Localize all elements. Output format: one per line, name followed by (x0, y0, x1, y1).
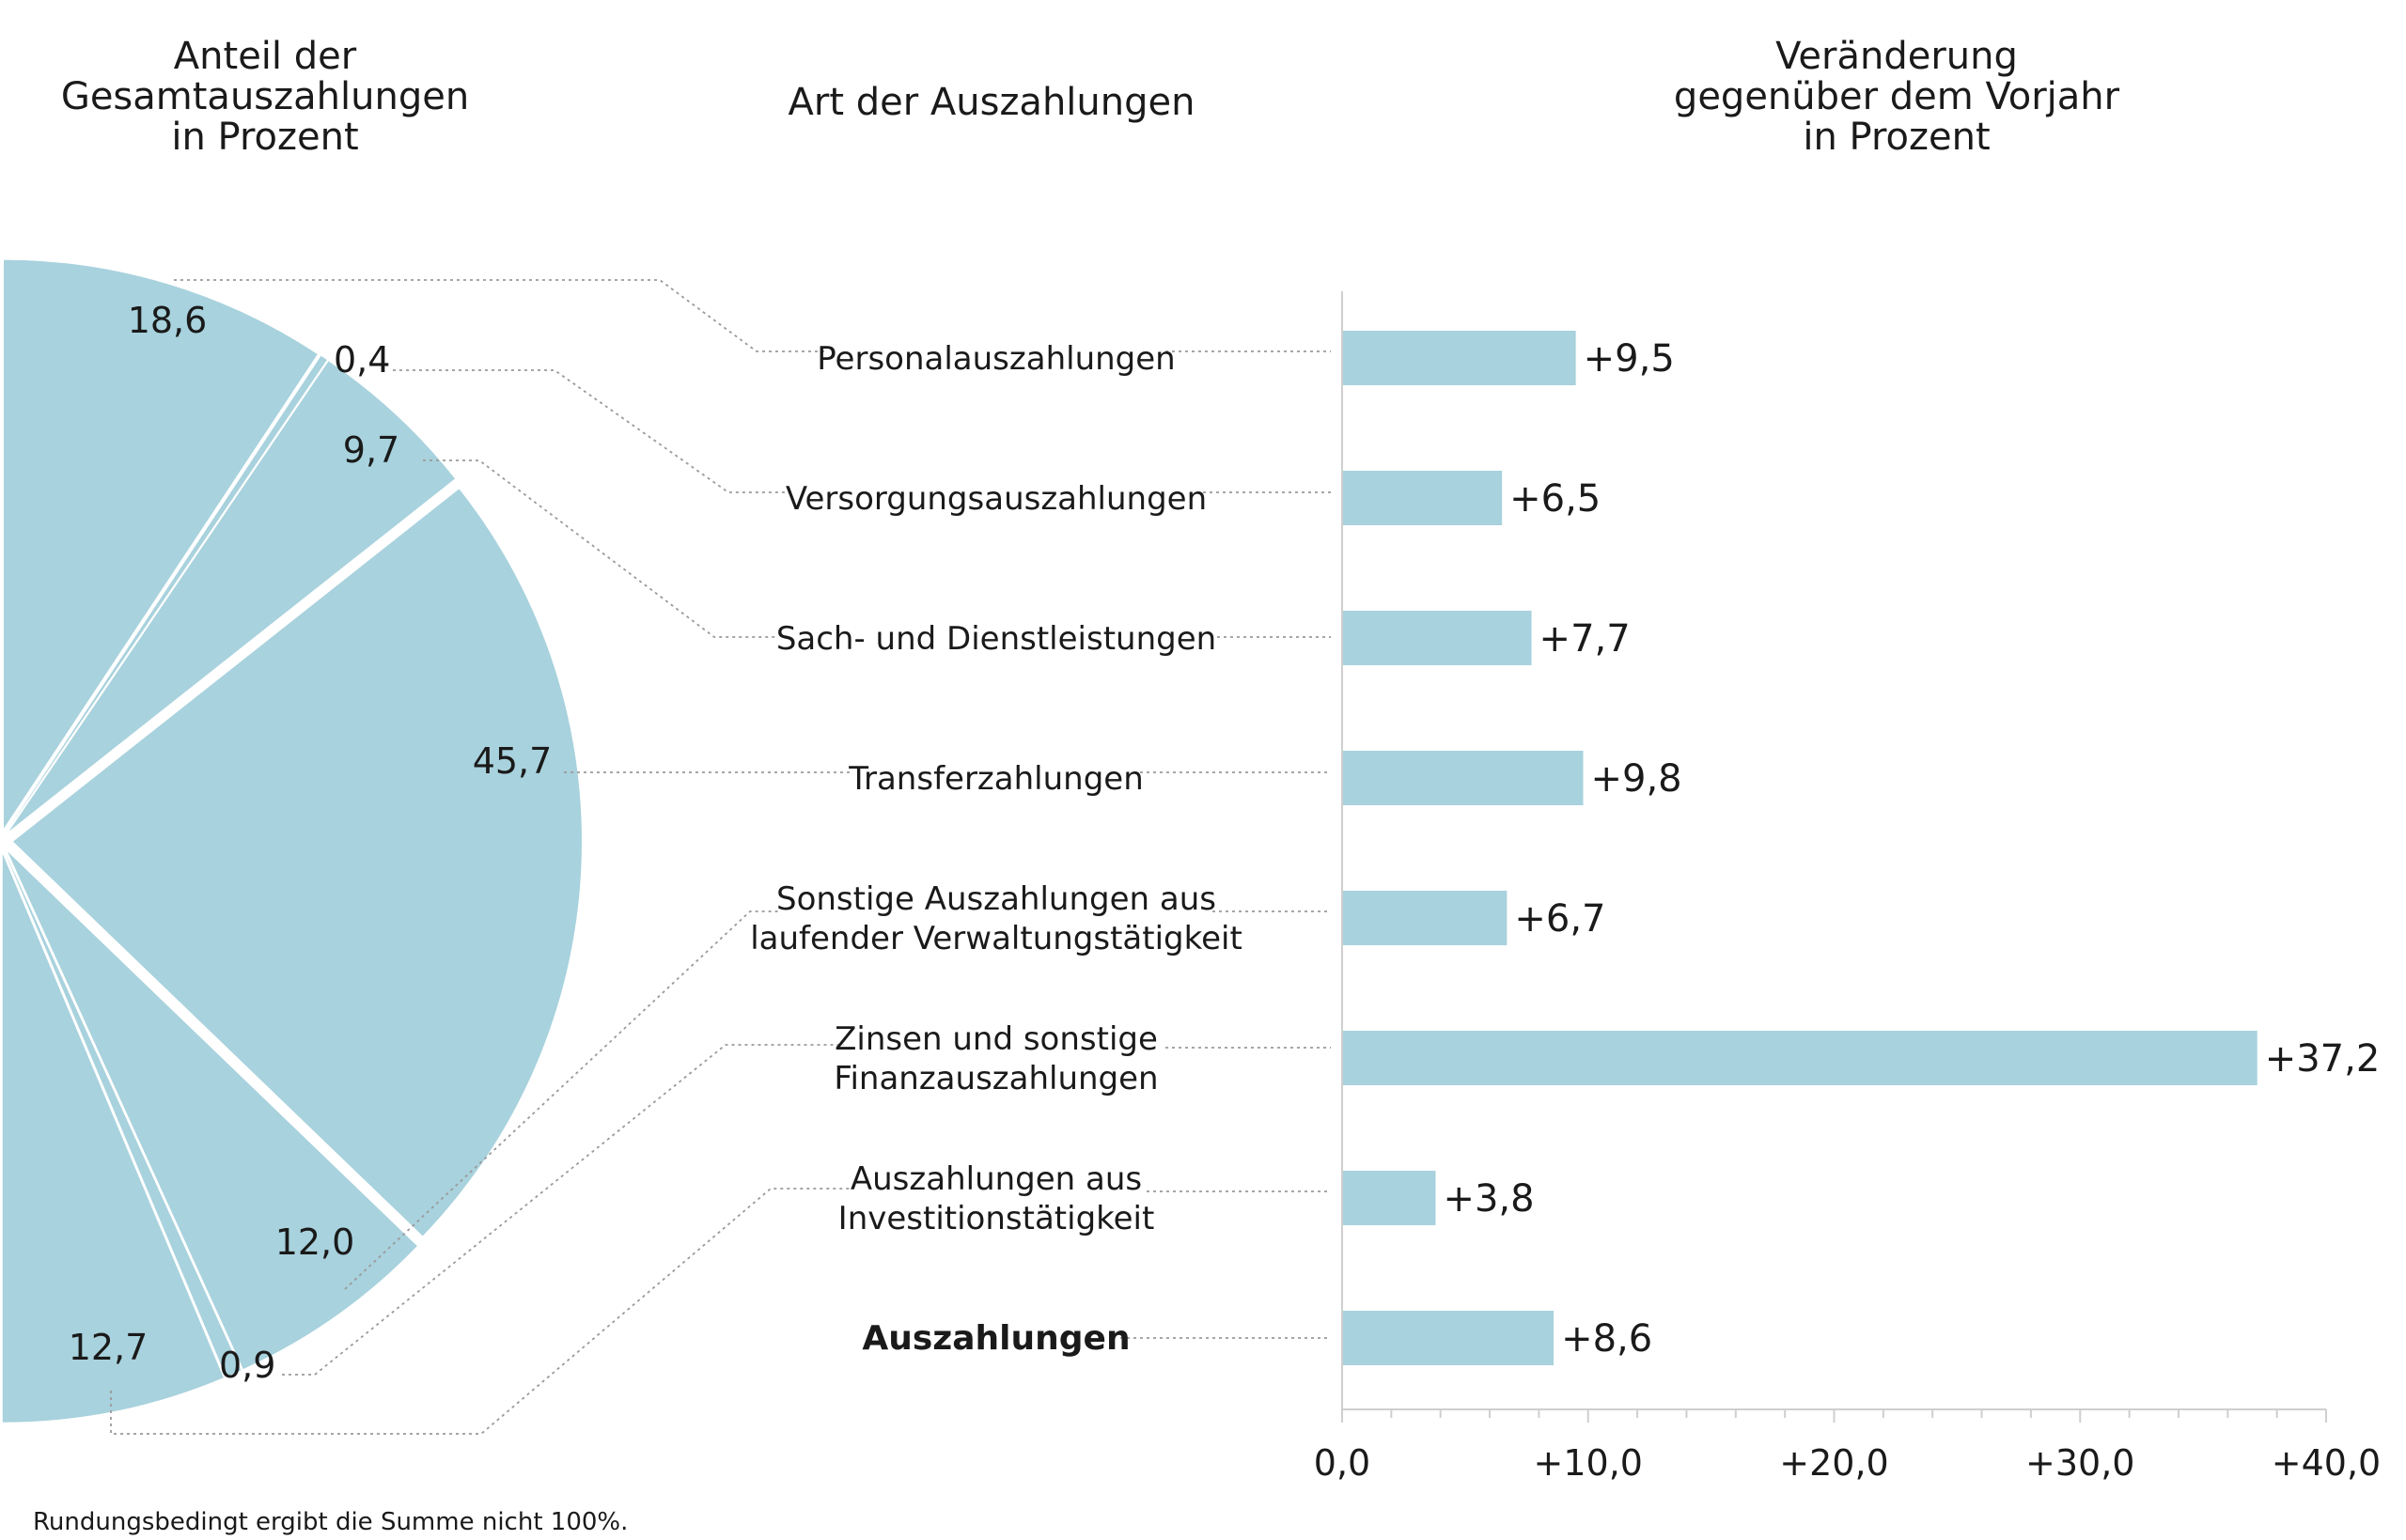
category-label: Transferzahlungen (848, 760, 1144, 798)
bar (1342, 471, 1503, 525)
category-label: Auszahlungen (862, 1319, 1130, 1358)
x-axis: 0,0 +10,0 +20,0 +30,0 +40,0 (1314, 291, 2381, 1484)
leader-line (174, 279, 825, 352)
pie-slice (8, 851, 417, 1370)
category-label: laufender Verwaltungstätigkeit (750, 920, 1242, 957)
x-tick-label: +40,0 (2272, 1442, 2381, 1484)
header-right: Veränderung gegenüber dem Vorjahr in Pro… (1674, 35, 2120, 159)
bar (1342, 1031, 2258, 1085)
leader-line (423, 459, 778, 638)
leader-line (282, 1044, 844, 1376)
header-middle-line-1: Art der Auszahlungen (789, 81, 1195, 124)
category-label: Investitionstätigkeit (838, 1200, 1155, 1237)
category-label: Sonstige Auszahlungen aus (776, 880, 1216, 918)
pie-value-label: 12,7 (69, 1327, 148, 1368)
header-right-line-1: Veränderung (1775, 35, 2018, 78)
pie-value-label: 45,7 (473, 740, 553, 782)
bar (1342, 611, 1532, 665)
pie-slice (5, 852, 242, 1377)
bar-value-label: +6,7 (1514, 897, 1605, 941)
leader-line (344, 910, 780, 1290)
bar (1342, 1311, 1555, 1365)
category-label: Sach- und Dienstleistungen (776, 620, 1216, 658)
pie-chart: 18,6 0,4 9,7 45,7 12,0 0,9 12,7 (2, 259, 582, 1423)
x-tick-label: +30,0 (2025, 1442, 2134, 1484)
leader-line (110, 1188, 851, 1435)
pie-slice (7, 355, 327, 831)
pie-value-label: 12,0 (275, 1221, 355, 1263)
pie-value-label: 18,6 (128, 300, 208, 341)
header-left: Anteil der Gesamtauszahlungen in Prozent (61, 35, 469, 159)
header-middle: Art der Auszahlungen (789, 81, 1195, 124)
header-left-line-3: in Prozent (171, 116, 358, 159)
leader-line (393, 369, 794, 493)
footnote: Rundungsbedingt ergibt die Summe nicht 1… (33, 1508, 628, 1536)
bar-value-label: +37,2 (2265, 1037, 2381, 1081)
header-left-line-2: Gesamtauszahlungen (61, 75, 469, 118)
category-label: Personalauszahlungen (817, 340, 1175, 378)
header-right-line-2: gegenüber dem Vorjahr (1674, 75, 2120, 118)
bar-value-label: +9,5 (1584, 337, 1675, 381)
header-left-line-1: Anteil der (174, 35, 357, 78)
pie-slice (8, 361, 456, 832)
category-label: Zinsen und sonstige (835, 1020, 1158, 1058)
bar-value-label: +8,6 (1561, 1317, 1652, 1361)
bar-value-label: +6,5 (1509, 477, 1601, 521)
category-label: Auszahlungen aus (851, 1160, 1142, 1198)
x-tick-label: +20,0 (1779, 1442, 1888, 1484)
pie-value-label: 0,4 (334, 339, 390, 381)
category-labels: Personalauszahlungen Versorgungsauszahlun… (750, 340, 1242, 1358)
leader-lines (110, 279, 1331, 1435)
pie-value-label: 9,7 (343, 429, 399, 471)
category-label: Versorgungsauszahlungen (786, 480, 1207, 518)
bar-chart: +9,5 +6,5 +7,7 +9,8 +6,7 +37,2 +3,8 +8,6 (1342, 331, 2380, 1365)
bar (1342, 1171, 1436, 1225)
x-tick-label: +10,0 (1534, 1442, 1643, 1484)
bar (1342, 331, 1576, 385)
x-tick-label: 0,0 (1314, 1442, 1370, 1484)
bar-value-label: +9,8 (1591, 757, 1682, 801)
pie-slice (12, 489, 582, 1237)
pie-value-label: 0,9 (219, 1345, 275, 1386)
pie-slice (2, 853, 224, 1423)
bar (1342, 751, 1584, 805)
bar-value-label: +7,7 (1539, 617, 1631, 661)
category-label: Finanzauszahlungen (834, 1060, 1158, 1097)
bar (1342, 891, 1508, 945)
header-right-line-3: in Prozent (1803, 116, 1990, 159)
bar-value-label: +3,8 (1443, 1177, 1534, 1221)
pie-slice (4, 259, 318, 829)
